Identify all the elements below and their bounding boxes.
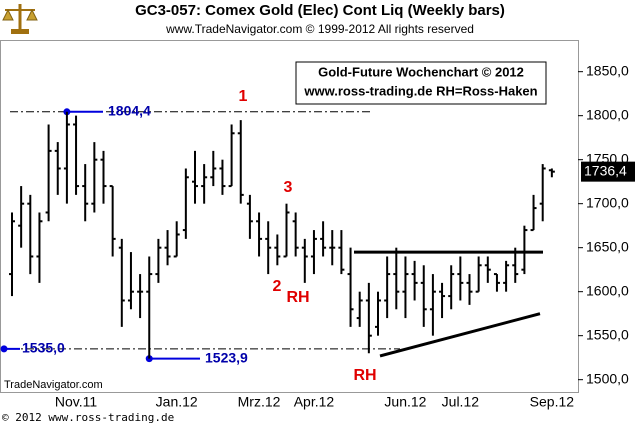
y-tick-label: 1650,0 xyxy=(586,238,629,254)
wave-label: 3 xyxy=(284,179,293,196)
x-tick-label: Sep.12 xyxy=(530,394,575,410)
marker-label: 1523,9 xyxy=(205,349,248,365)
trend-line xyxy=(379,312,541,358)
last-price-box xyxy=(581,161,635,182)
x-tick-label: Nov.11 xyxy=(55,394,97,410)
marker-dot xyxy=(0,345,8,353)
y-tick-label: 1500,0 xyxy=(586,370,629,386)
wave-label: RH xyxy=(353,367,376,384)
wave-label: 1 xyxy=(239,88,248,105)
x-tick-label: Jun.12 xyxy=(384,394,426,410)
y-tick-label: 1550,0 xyxy=(586,326,629,342)
logo xyxy=(2,4,38,34)
wave-label: 2 xyxy=(273,278,282,295)
marker-label: 1535,0 xyxy=(22,340,65,356)
y-tick-label: 1850,0 xyxy=(586,62,629,78)
chart-title: GC3-057: Comex Gold (Elec) Cont Liq (Wee… xyxy=(135,2,505,19)
footer: © 2012 www.ross-trading.de xyxy=(2,411,174,424)
x-tick-label: Mrz.12 xyxy=(238,394,281,410)
marker-label: 1804,4 xyxy=(108,103,151,119)
info-line: Gold-Future Wochenchart © 2012 xyxy=(318,64,524,79)
y-tick-label: 1700,0 xyxy=(586,194,629,210)
x-tick-label: Jan.12 xyxy=(156,394,198,410)
x-tick-label: Apr.12 xyxy=(294,394,335,410)
y-tick-label: 1600,0 xyxy=(586,282,629,298)
watermark: TradeNavigator.com xyxy=(4,379,103,391)
info-line: www.ross-trading.de RH=Ross-Haken xyxy=(303,83,537,98)
chart-subtitle: www.TradeNavigator.com © 1999-2012 All r… xyxy=(165,22,474,36)
y-tick-label: 1800,0 xyxy=(586,106,629,122)
plot-frame xyxy=(0,40,579,393)
x-tick-label: Jul.12 xyxy=(442,394,480,410)
last-price-label: 1736,4 xyxy=(584,162,627,178)
wave-label: RH xyxy=(286,289,309,306)
info-box xyxy=(295,61,547,105)
